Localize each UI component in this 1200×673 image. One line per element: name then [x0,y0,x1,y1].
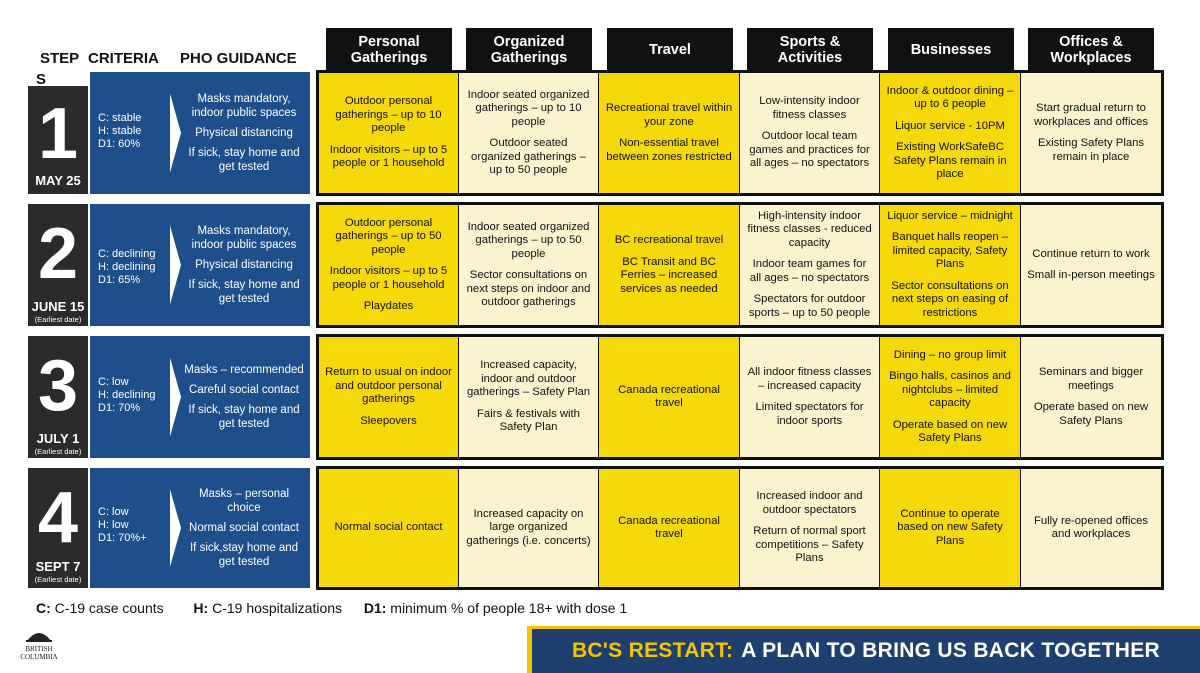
step-date: JUNE 15 [31,299,85,314]
cell-businesses: Continue to operate based on new Safety … [880,469,1020,587]
step-2-criteria: C: declining H: declining D1: 65% [90,204,170,326]
pho-item: If sick, stay home and get tested [188,404,300,430]
criteria-text: C: low H: declining D1: 70% [98,376,156,414]
pho-item: Masks mandatory, indoor public spaces [191,225,297,251]
criteria-text: C: low H: low D1: 70%+ [98,506,147,544]
step-4-criteria: C: low H: low D1: 70%+ [90,468,170,588]
cell-offices-workplaces: Fully re-opened offices and workplaces [1021,469,1161,587]
step-2-pho-guidance: Masks mandatory, indoor public spaces Ph… [164,204,310,326]
pho-item: Physical distancing [195,127,293,139]
step-1-badge: 1 MAY 25 [28,86,88,194]
legend-h-text: C-19 hospitalizations [212,600,343,616]
cell-personal-gatherings: Outdoor personal gatherings – up to 10 p… [319,73,458,193]
pho-item: Masks – personal choice [198,488,290,514]
stray-letter: S [36,71,47,88]
cell-organized-gatherings: Indoor seated organized gatherings – up … [459,73,598,193]
sun-crest-icon [26,633,52,642]
earliest-date-note: (Earliest date) [34,447,82,456]
step-4-row: Normal social contact Increased capacity… [316,466,1164,590]
cell-personal-gatherings: Outdoor personal gatherings – up to 50 p… [319,205,458,325]
step-4-pho-guidance: Masks – personal choice Normal social co… [164,468,310,588]
logo-text: BRITISH [25,645,53,653]
pho-item: If sick, stay home and get tested [188,279,300,305]
cell-sports-activities: Low-intensity indoor fitness classes Outd… [740,73,879,193]
cell-offices-workplaces: Start gradual return to workplaces and o… [1021,73,1161,193]
cell-organized-gatherings: Increased capacity on large organized ga… [459,469,598,587]
cell-offices-workplaces: Continue return to work Small in-person m… [1021,205,1161,325]
pho-item: If sick, stay home and get tested [188,147,300,173]
step-4-badge: 4 SEPT 7 (Earliest date) [28,468,88,588]
pho-item: Physical distancing [195,259,293,271]
step-number: 2 [37,214,79,294]
step-header: STEP [40,50,80,67]
criteria-text: C: declining H: declining D1: 65% [98,248,156,286]
restart-banner: BC'S RESTART: A PLAN TO BRING US BACK TO… [527,626,1200,673]
pho-item: Masks – recommended [184,364,304,376]
step-number: 4 [37,478,79,558]
step-3-pho-guidance: Masks – recommended Careful social conta… [164,336,310,458]
step-date: JULY 1 [36,431,80,446]
step-date: SEPT 7 [35,559,81,574]
step-date: MAY 25 [35,173,81,188]
cell-sports-activities: High-intensity indoor fitness classes - … [740,205,879,325]
column-header-sports-activities: Sports & Activities [747,28,873,72]
cell-businesses: Dining – no group limit Bingo halls, casi… [880,337,1020,457]
cell-organized-gatherings: Indoor seated organized gatherings – up … [459,205,598,325]
cell-personal-gatherings: Return to usual on indoor and outdoor pe… [319,337,458,457]
criteria-header: CRITERIA [88,50,159,67]
cell-travel: Recreational travel within your zone Non-… [599,73,739,193]
pho-item: Normal social contact [189,522,299,534]
step-1-row: Outdoor personal gatherings – up to 10 p… [316,70,1164,196]
column-header-organized-gatherings: Organized Gatherings [466,28,592,72]
cell-sports-activities: All indoor fitness classes – increased c… [740,337,879,457]
column-header-offices-workplaces: Offices & Workplaces [1028,28,1154,72]
step-1-criteria: C: stable H: stable D1: 60% [90,72,170,194]
banner-accent: BC'S RESTART: [571,639,734,662]
step-1-pho-guidance: Masks mandatory, indoor public spaces Ph… [164,72,310,194]
step-3-row: Return to usual on indoor and outdoor pe… [316,334,1164,460]
cell-offices-workplaces: Seminars and bigger meetings Operate base… [1021,337,1161,457]
logo-text: COLUMBIA [20,653,58,661]
pho-item: Masks mandatory, indoor public spaces [191,93,297,119]
legend-c-key: C: [36,600,51,616]
step-number: 1 [37,94,79,174]
cell-travel: Canada recreational travel [599,469,739,587]
cell-organized-gatherings: Increased capacity, indoor and outdoor g… [459,337,598,457]
step-3-badge: 3 JULY 1 (Earliest date) [28,336,88,458]
legend: C: C-19 case counts H: C-19 hospitalizat… [36,600,627,616]
step-3-criteria: C: low H: declining D1: 70% [90,336,170,458]
column-header-personal-gatherings: Personal Gatherings [326,28,452,72]
pho-guidance-header: PHO GUIDANCE [180,50,297,67]
cell-travel: BC recreational travel BC Transit and BC … [599,205,739,325]
step-2-row: Outdoor personal gatherings – up to 50 p… [316,202,1164,328]
column-header-businesses: Businesses [888,28,1014,72]
cell-travel: Canada recreational travel [599,337,739,457]
legend-d1-key: D1: [363,600,387,616]
step-2-badge: 2 JUNE 15 (Earliest date) [28,204,88,326]
legend-c-text: C-19 case counts [54,600,164,616]
bc-logo: BRITISH COLUMBIA [16,626,62,666]
banner-text: A PLAN TO BRING US BACK TOGETHER [741,639,1161,662]
criteria-text: C: stable H: stable D1: 60% [98,112,142,150]
cell-sports-activities: Increased indoor and outdoor spectators R… [740,469,879,587]
legend-h-key: H: [193,600,209,616]
step-number: 3 [37,346,79,426]
earliest-date-note: (Earliest date) [34,315,82,324]
earliest-date-note: (Earliest date) [34,575,82,584]
cell-businesses: Indoor & outdoor dining – up to 6 people… [880,73,1020,193]
cell-personal-gatherings: Normal social contact [319,469,458,587]
cell-businesses: Liquor service – midnight Banquet halls r… [880,205,1020,325]
pho-item: If sick,stay home and get tested [189,542,299,568]
column-header-travel: Travel [607,28,733,72]
pho-item: Careful social contact [189,384,299,396]
legend-d1-text: minimum % of people 18+ with dose 1 [390,600,628,616]
